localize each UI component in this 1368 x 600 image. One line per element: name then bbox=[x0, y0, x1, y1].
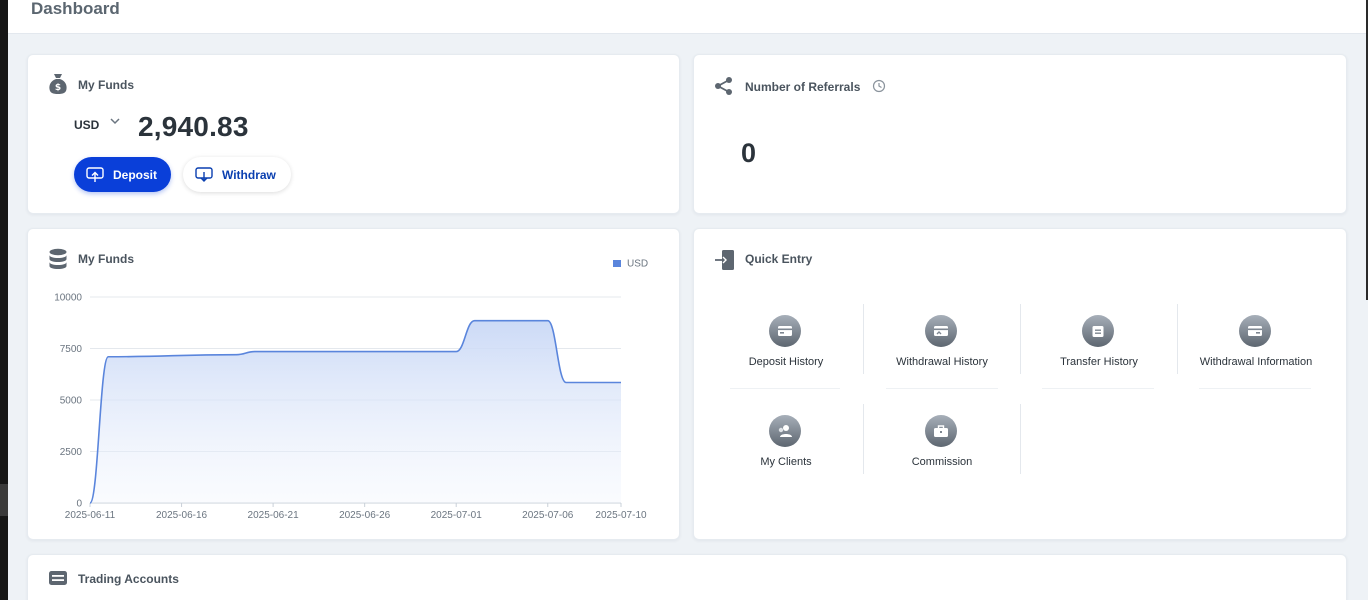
trading-accounts-card: Trading Accounts bbox=[27, 554, 1347, 600]
withdrawal-info-icon bbox=[1239, 315, 1271, 347]
series-line bbox=[89, 319, 621, 504]
referrals-title: Number of Referrals bbox=[745, 80, 861, 94]
accounts-icon bbox=[49, 571, 67, 585]
withdrawal-history-icon bbox=[925, 315, 957, 347]
x-tick-label: 2025-06-11 bbox=[65, 510, 116, 521]
clock-icon[interactable] bbox=[872, 79, 886, 93]
deposit-history-icon bbox=[769, 315, 801, 347]
withdraw-button[interactable]: Withdraw bbox=[183, 157, 291, 192]
quick-entry-transfer-history[interactable]: Transfer History bbox=[1021, 303, 1177, 403]
referrals-card: Number of Referrals 0 bbox=[693, 54, 1347, 214]
funds-chart-card: My Funds 0 2500 5000 7500 10000 2025-06-11 202… bbox=[27, 228, 680, 540]
y-tick-label: 0 bbox=[76, 499, 82, 510]
funds-chart: 0 2500 5000 7500 10000 2025-06-11 2025-06-16 20… bbox=[54, 259, 648, 522]
quick-entry-label: Withdrawal Information bbox=[1199, 356, 1313, 368]
transfer-history-icon bbox=[1082, 315, 1114, 347]
quick-entry-card: Quick Entry Deposit History Withdrawal H… bbox=[693, 228, 1347, 540]
divider bbox=[1199, 388, 1311, 389]
entry-icon bbox=[715, 250, 734, 270]
edge-mark bbox=[0, 484, 8, 516]
funds-chart-title: My Funds bbox=[78, 252, 134, 266]
deposit-icon bbox=[86, 166, 104, 182]
divider bbox=[863, 404, 864, 474]
y-tick-label: 10000 bbox=[54, 293, 82, 304]
quick-entry-my-clients[interactable]: My Clients bbox=[708, 403, 864, 503]
money-bag-icon: $ bbox=[49, 74, 67, 94]
y-tick-label: 5000 bbox=[60, 396, 83, 407]
x-tick-label: 2025-07-01 bbox=[431, 510, 483, 521]
divider bbox=[863, 304, 864, 374]
quick-entry-title: Quick Entry bbox=[745, 252, 813, 266]
y-tick-label: 2500 bbox=[60, 447, 83, 458]
withdraw-icon bbox=[195, 166, 213, 182]
quick-entry-label: Deposit History bbox=[748, 356, 824, 368]
quick-entry-commission[interactable]: Commission bbox=[864, 403, 1020, 503]
top-bar: Dashboard bbox=[8, 0, 1366, 34]
my-funds-title: My Funds bbox=[78, 78, 134, 92]
y-tick-label: 7500 bbox=[60, 344, 83, 355]
quick-entry-label: Transfer History bbox=[1060, 356, 1138, 368]
divider bbox=[1042, 388, 1154, 389]
svg-text:$: $ bbox=[55, 83, 61, 93]
deposit-label: Deposit bbox=[113, 167, 158, 182]
commission-icon bbox=[925, 415, 957, 447]
x-tick-label: 2025-06-26 bbox=[339, 510, 391, 521]
legend-label: USD bbox=[627, 259, 648, 270]
divider bbox=[1177, 304, 1178, 374]
quick-entry-label: My Clients bbox=[760, 456, 812, 468]
right-window-edge bbox=[1366, 0, 1368, 300]
deposit-button[interactable]: Deposit bbox=[74, 157, 171, 192]
x-tick-label: 2025-07-10 bbox=[595, 510, 647, 521]
referral-count: 0 bbox=[741, 138, 757, 168]
share-icon bbox=[715, 77, 732, 95]
quick-entry-label: Withdrawal History bbox=[896, 356, 988, 368]
database-icon bbox=[49, 248, 67, 269]
legend-swatch bbox=[613, 260, 621, 267]
x-tick-label: 2025-06-16 bbox=[156, 510, 208, 521]
divider bbox=[1020, 404, 1021, 474]
quick-entry-deposit-history[interactable]: Deposit History bbox=[708, 303, 864, 403]
x-tick-label: 2025-06-21 bbox=[248, 510, 300, 521]
trading-accounts-title: Trading Accounts bbox=[78, 572, 179, 586]
series-area bbox=[90, 320, 621, 503]
quick-entry-withdrawal-history[interactable]: Withdrawal History bbox=[864, 303, 1020, 403]
currency-select[interactable]: USD bbox=[74, 118, 100, 132]
clients-icon bbox=[769, 415, 801, 447]
my-funds-card: $ My Funds USD 2,940.83 Deposit Withdraw bbox=[27, 54, 680, 214]
quick-entry-withdrawal-information[interactable]: Withdrawal Information bbox=[1178, 303, 1334, 403]
withdraw-label: Withdraw bbox=[222, 167, 276, 182]
divider bbox=[886, 388, 998, 389]
x-tick-label: 2025-07-06 bbox=[522, 510, 574, 521]
divider bbox=[1020, 304, 1021, 374]
chevron-down-icon[interactable] bbox=[109, 115, 121, 127]
page-title: Dashboard bbox=[31, 0, 120, 18]
quick-entry-label: Commission bbox=[911, 456, 973, 468]
fund-balance: 2,940.83 bbox=[138, 111, 249, 142]
left-window-edge bbox=[0, 0, 8, 600]
divider bbox=[730, 388, 840, 389]
